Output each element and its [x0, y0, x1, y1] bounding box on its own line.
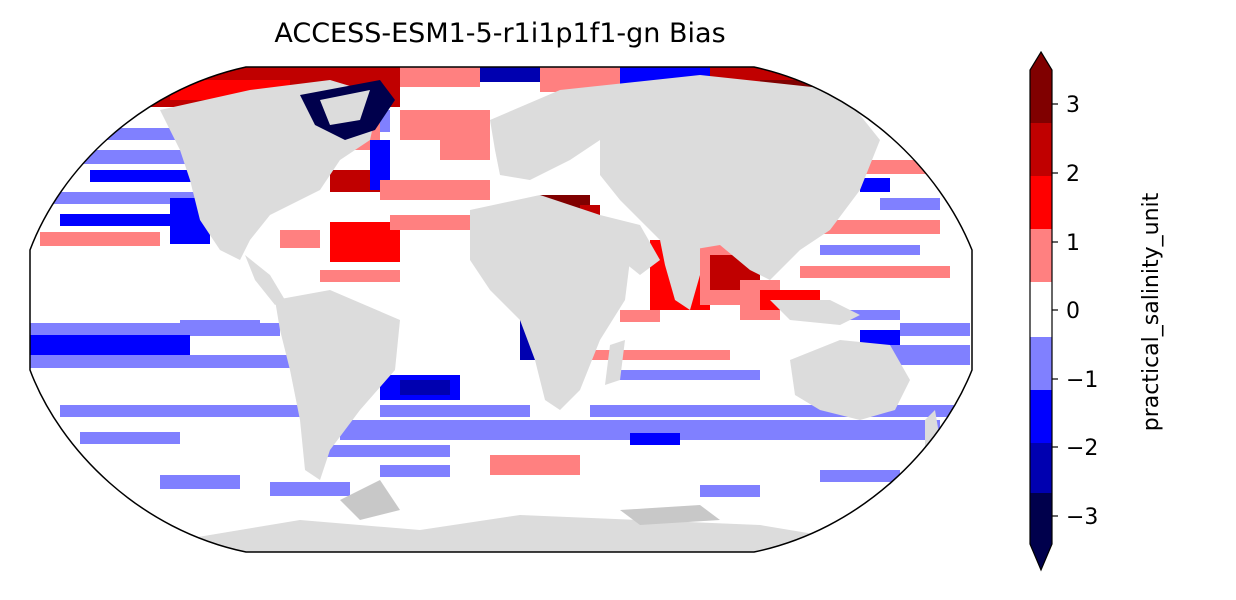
colorbar-bin--2.5 — [1030, 443, 1052, 493]
land-indonesia — [770, 300, 860, 325]
colorbar: 3 2 1 0 −1 −2 −3 practical_salinity_unit — [1029, 50, 1164, 572]
colorbar-tick-label: −1 — [1066, 368, 1098, 393]
southern-ocean-bias — [30, 323, 970, 497]
land-madagascar — [605, 340, 625, 385]
map-title: ACCESS-ESM1-5-r1i1p1f1-gn Bias — [274, 18, 726, 49]
colorbar-extend-top — [1030, 52, 1052, 70]
land-asia — [560, 75, 880, 280]
colorbar-bin-3-3.5 — [1030, 70, 1052, 123]
land-antarctica — [140, 515, 860, 552]
map-area — [30, 67, 972, 552]
colorbar-tick-label: −3 — [1066, 505, 1098, 530]
land-central-america — [245, 255, 285, 305]
colorbar-label: practical_salinity_unit — [1139, 192, 1164, 431]
colorbar-bin--1 — [1030, 337, 1052, 390]
colorbar-bin-neutral — [1030, 282, 1052, 337]
north-atlantic-pacific-bias — [40, 110, 950, 282]
map-outline — [29, 66, 973, 553]
land-arabia — [600, 215, 660, 275]
colorbar-tick-label: 1 — [1066, 231, 1080, 256]
colorbar-tick-label: 0 — [1066, 299, 1080, 324]
land-africa — [470, 195, 630, 410]
colorbar-extend-bottom — [1030, 544, 1052, 570]
colorbar-bin-1.5-2 — [1030, 176, 1052, 229]
ice-shelves — [340, 480, 720, 525]
colorbar-tick-label: 3 — [1066, 93, 1080, 118]
colorbar-bin-2-3 — [1030, 123, 1052, 176]
colorbar-bin--3 — [1030, 493, 1052, 544]
colorbar-bin-0.5-1 — [1030, 229, 1052, 282]
land-india — [660, 240, 700, 310]
colorbar-tick-label: −2 — [1066, 436, 1098, 461]
land-australia — [790, 340, 910, 420]
colorbar-bin--1.5 — [1030, 390, 1052, 443]
land-masses — [140, 75, 940, 552]
colorbar-tick-label: 2 — [1066, 162, 1080, 187]
land-south-america — [275, 290, 400, 480]
